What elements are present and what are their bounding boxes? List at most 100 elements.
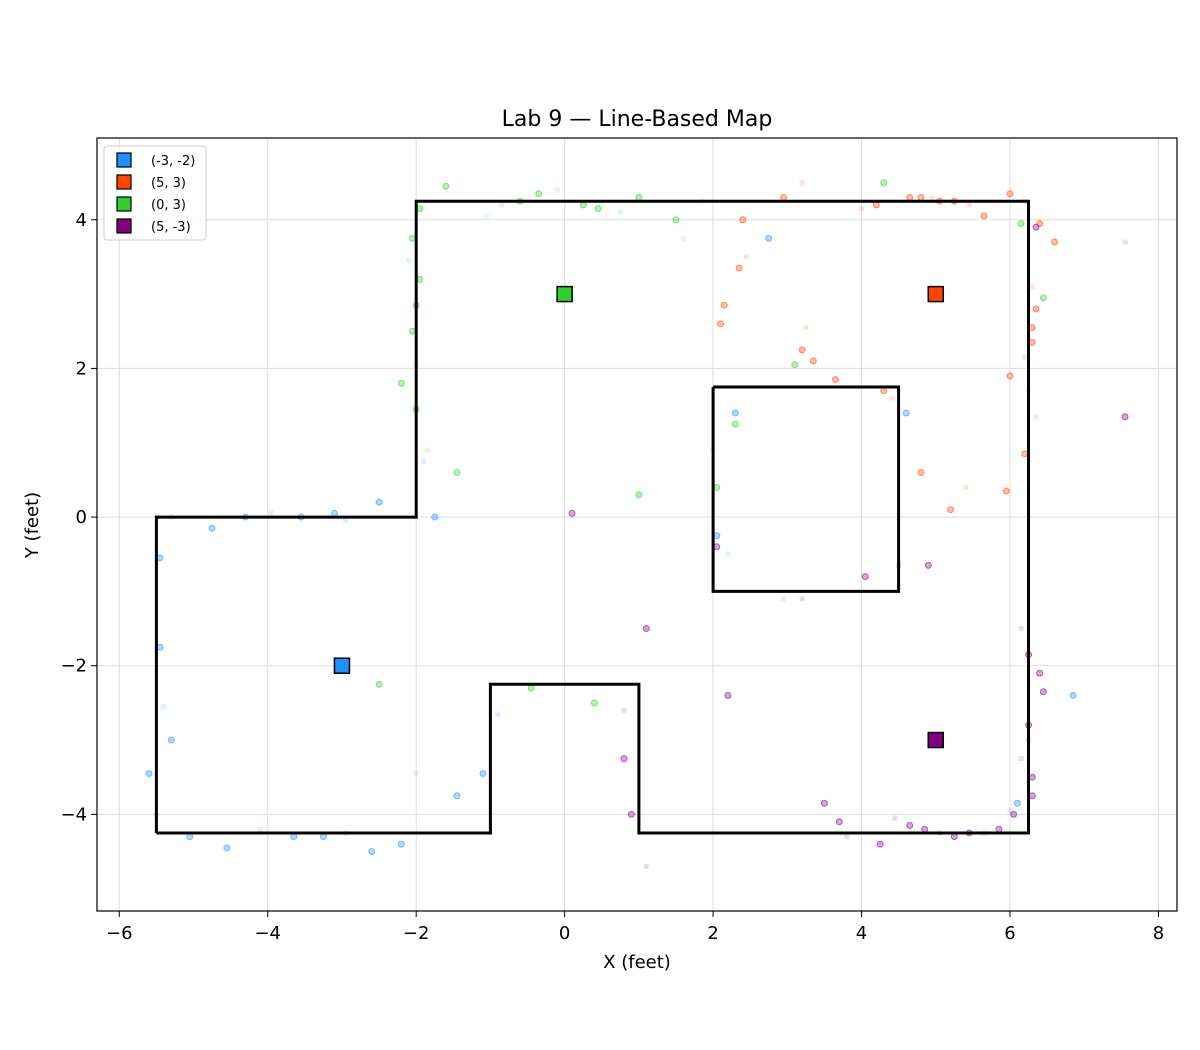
scan-point — [791, 361, 799, 369]
legend-marker — [116, 218, 132, 234]
scan-point — [680, 235, 686, 241]
pose-marker — [927, 731, 945, 749]
scan-point — [713, 543, 721, 551]
legend-label: (-3, -2) — [151, 154, 195, 169]
scan-point — [397, 840, 405, 848]
scan-point — [208, 524, 216, 532]
legend-label: (5, 3) — [151, 176, 186, 191]
scan-point — [406, 258, 412, 264]
scan-point — [331, 509, 339, 517]
scan-point — [1017, 219, 1025, 227]
scan-point — [906, 822, 914, 830]
scan-point — [442, 182, 450, 190]
scan-point — [1039, 688, 1047, 696]
scan-point — [594, 205, 602, 213]
scan-point — [424, 447, 430, 453]
scan-point — [780, 193, 788, 201]
scan-point — [408, 327, 416, 335]
x-tick-label: −4 — [254, 923, 281, 944]
scan-point — [167, 736, 175, 744]
scan-point — [672, 216, 680, 224]
axis-ticks: −6 −4 −2 0 2 4 6 8 −4 −2 0 2 4 — [60, 210, 1164, 944]
scan-point — [621, 707, 627, 713]
x-tick-label: 4 — [856, 923, 867, 944]
legend-box — [103, 145, 207, 241]
scan-point — [416, 275, 424, 283]
pose-marker — [556, 285, 573, 303]
plot-frame — [96, 137, 1178, 912]
scan-point — [1032, 223, 1040, 231]
scan-point — [416, 205, 424, 213]
scan-point — [832, 376, 840, 384]
scan-point — [876, 840, 884, 848]
scan-point — [892, 815, 898, 821]
y-tick-label: −4 — [60, 804, 87, 825]
scan-point — [620, 755, 628, 763]
scan-point — [872, 201, 880, 209]
scan-point — [590, 699, 598, 707]
x-tick-label: −6 — [106, 923, 133, 944]
scan-point — [950, 833, 958, 841]
legend-marker — [116, 196, 132, 212]
map-wall-line — [711, 385, 901, 593]
scan-point — [844, 834, 850, 840]
scan-point — [1021, 450, 1029, 458]
scan-point — [223, 844, 231, 852]
scan-point — [499, 202, 505, 208]
scan-point — [743, 254, 749, 260]
scan-point — [888, 395, 894, 401]
map-walls — [154, 199, 1030, 835]
scan-point — [397, 379, 405, 387]
map-wall-line — [154, 199, 1030, 835]
scan-point — [579, 201, 587, 209]
scan-point — [835, 818, 843, 826]
scan-point — [368, 848, 376, 856]
scan-point — [161, 704, 167, 710]
scan-point — [145, 769, 153, 777]
scan-point — [535, 190, 543, 198]
scan-point — [627, 810, 635, 818]
x-tick-label: −2 — [403, 923, 430, 944]
scan-point — [906, 193, 914, 201]
scan-point — [554, 187, 560, 193]
scan-point — [1028, 773, 1036, 781]
scan-point — [1006, 190, 1014, 198]
scan-point — [1036, 669, 1044, 677]
pose-markers — [333, 285, 945, 749]
scan-point — [1122, 239, 1128, 245]
scan-point — [880, 179, 888, 187]
scan-point — [1002, 487, 1010, 495]
scan-point — [156, 554, 164, 562]
scan-point — [962, 484, 968, 490]
scan-point — [635, 491, 643, 499]
scan-point — [1121, 413, 1129, 421]
scan-point — [861, 573, 869, 581]
scan-point — [413, 770, 419, 776]
y-tick-label: 0 — [76, 507, 87, 528]
scan-point — [375, 498, 383, 506]
y-tick-label: 4 — [76, 210, 87, 231]
pose-marker — [927, 285, 945, 303]
scan-point — [1022, 354, 1028, 360]
scan-point — [1007, 808, 1013, 814]
scan-point — [484, 213, 490, 219]
scan-point — [642, 625, 650, 633]
scan-point — [1033, 414, 1039, 420]
scan-point — [724, 691, 732, 699]
scan-point — [431, 513, 439, 521]
scan-point — [1018, 626, 1024, 632]
scan-point — [803, 325, 809, 331]
scan-point — [995, 825, 1003, 833]
x-tick-label: 8 — [1153, 923, 1164, 944]
scan-point — [375, 680, 383, 688]
scan-point — [1069, 691, 1077, 699]
legend-label: (0, 3) — [151, 198, 186, 213]
scan-point — [527, 684, 535, 692]
scan-point — [453, 792, 461, 800]
scan-point — [643, 863, 649, 869]
scan-point — [966, 202, 972, 208]
scan-point — [268, 510, 274, 516]
x-tick-label: 6 — [1004, 923, 1015, 944]
chart-title: Lab 9 — Line-Based Map — [502, 107, 773, 132]
